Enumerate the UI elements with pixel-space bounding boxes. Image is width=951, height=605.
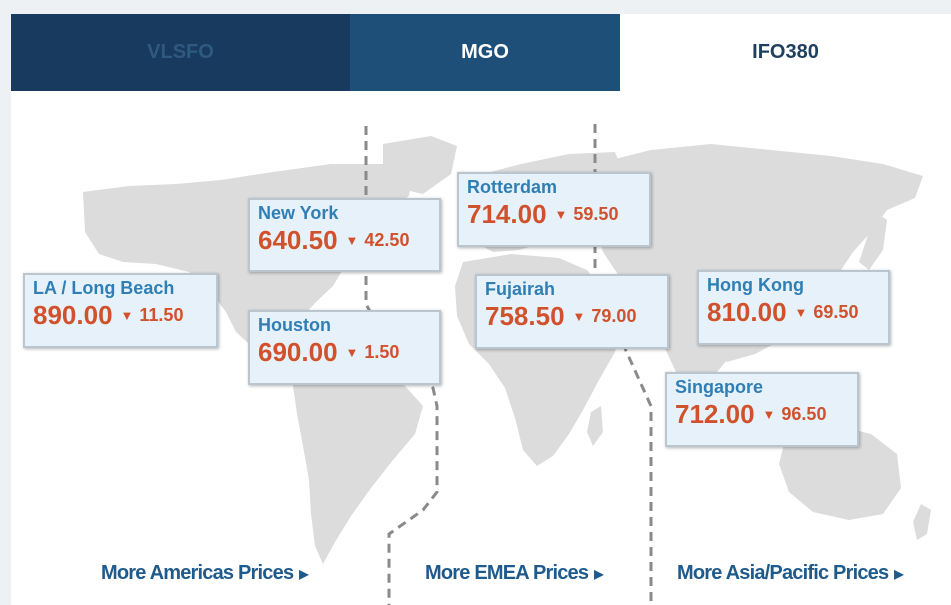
port-name: LA / Long Beach bbox=[33, 278, 175, 298]
price-change: 96.50 bbox=[781, 404, 827, 424]
triangle-down-icon: ▼ bbox=[120, 308, 134, 323]
triangle-right-icon: ▶ bbox=[894, 566, 903, 581]
price-card-fujairah[interactable]: Fujairah 758.50 ▼ 79.00 bbox=[475, 274, 669, 349]
tab-mgo-label: MGO bbox=[461, 41, 509, 63]
port-name: Hong Kong bbox=[707, 275, 804, 295]
fuel-type-tabs: VLSFO MGO IFO380 bbox=[11, 14, 951, 91]
price-change: 79.00 bbox=[591, 306, 637, 326]
triangle-right-icon: ▶ bbox=[299, 566, 308, 581]
price-card-singapore[interactable]: Singapore 712.00 ▼ 96.50 bbox=[665, 372, 859, 447]
port-price: 810.00 bbox=[707, 297, 787, 327]
triangle-down-icon: ▼ bbox=[554, 207, 568, 222]
japan-shape bbox=[859, 210, 887, 270]
port-name: Fujairah bbox=[485, 279, 556, 299]
madagascar-shape bbox=[587, 406, 603, 446]
tab-ifo380-label: IFO380 bbox=[752, 41, 819, 63]
new-zealand-shape bbox=[913, 504, 931, 540]
tab-ifo380[interactable]: IFO380 bbox=[620, 14, 951, 91]
port-price: 640.50 bbox=[258, 225, 338, 255]
tab-mgo[interactable]: MGO bbox=[350, 14, 620, 91]
more-americas-prices-label: More Americas Prices bbox=[101, 562, 294, 584]
price-change: 11.50 bbox=[139, 305, 184, 325]
price-change: 69.50 bbox=[813, 302, 859, 322]
south-america-shape bbox=[293, 354, 423, 564]
port-name: Singapore bbox=[675, 377, 764, 397]
australia-shape bbox=[779, 424, 901, 520]
port-price: 758.50 bbox=[485, 301, 565, 331]
triangle-down-icon: ▼ bbox=[794, 305, 808, 320]
more-asia-pacific-prices-link[interactable]: More Asia/Pacific Prices ▶ bbox=[677, 562, 904, 585]
price-card-houston[interactable]: Houston 690.00 ▼ 1.50 bbox=[248, 310, 441, 385]
more-americas-prices-link[interactable]: More Americas Prices ▶ bbox=[101, 562, 309, 585]
bunker-prices-panel: VLSFO MGO IFO380 bbox=[11, 14, 951, 605]
port-price: 714.00 bbox=[467, 199, 547, 229]
tab-vlsfo-label: VLSFO bbox=[147, 41, 214, 63]
triangle-down-icon: ▼ bbox=[345, 233, 359, 248]
port-name: Houston bbox=[258, 315, 331, 335]
port-price: 690.00 bbox=[258, 337, 338, 367]
price-card-new-york[interactable]: New York 640.50 ▼ 42.50 bbox=[248, 198, 441, 272]
more-emea-prices-link[interactable]: More EMEA Prices ▶ bbox=[425, 562, 603, 585]
triangle-down-icon: ▼ bbox=[572, 309, 586, 324]
price-card-la-long-beach[interactable]: LA / Long Beach 890.00 ▼ 11.50 bbox=[23, 273, 218, 348]
greenland-shape bbox=[383, 136, 457, 194]
tab-vlsfo[interactable]: VLSFO bbox=[11, 14, 350, 91]
triangle-right-icon: ▶ bbox=[594, 566, 603, 581]
price-card-rotterdam[interactable]: Rotterdam 714.00 ▼ 59.50 bbox=[457, 172, 651, 247]
triangle-down-icon: ▼ bbox=[345, 345, 359, 360]
price-change: 42.50 bbox=[364, 230, 410, 250]
more-asia-pacific-prices-label: More Asia/Pacific Prices bbox=[677, 562, 889, 584]
port-price: 712.00 bbox=[675, 399, 755, 429]
triangle-down-icon: ▼ bbox=[762, 407, 776, 422]
price-change: 59.50 bbox=[573, 204, 619, 224]
more-emea-prices-label: More EMEA Prices bbox=[425, 562, 589, 584]
port-name: New York bbox=[258, 203, 339, 223]
port-price: 890.00 bbox=[33, 300, 113, 330]
port-name: Rotterdam bbox=[467, 177, 558, 197]
price-card-hong-kong[interactable]: Hong Kong 810.00 ▼ 69.50 bbox=[697, 270, 890, 345]
price-change: 1.50 bbox=[364, 342, 400, 362]
